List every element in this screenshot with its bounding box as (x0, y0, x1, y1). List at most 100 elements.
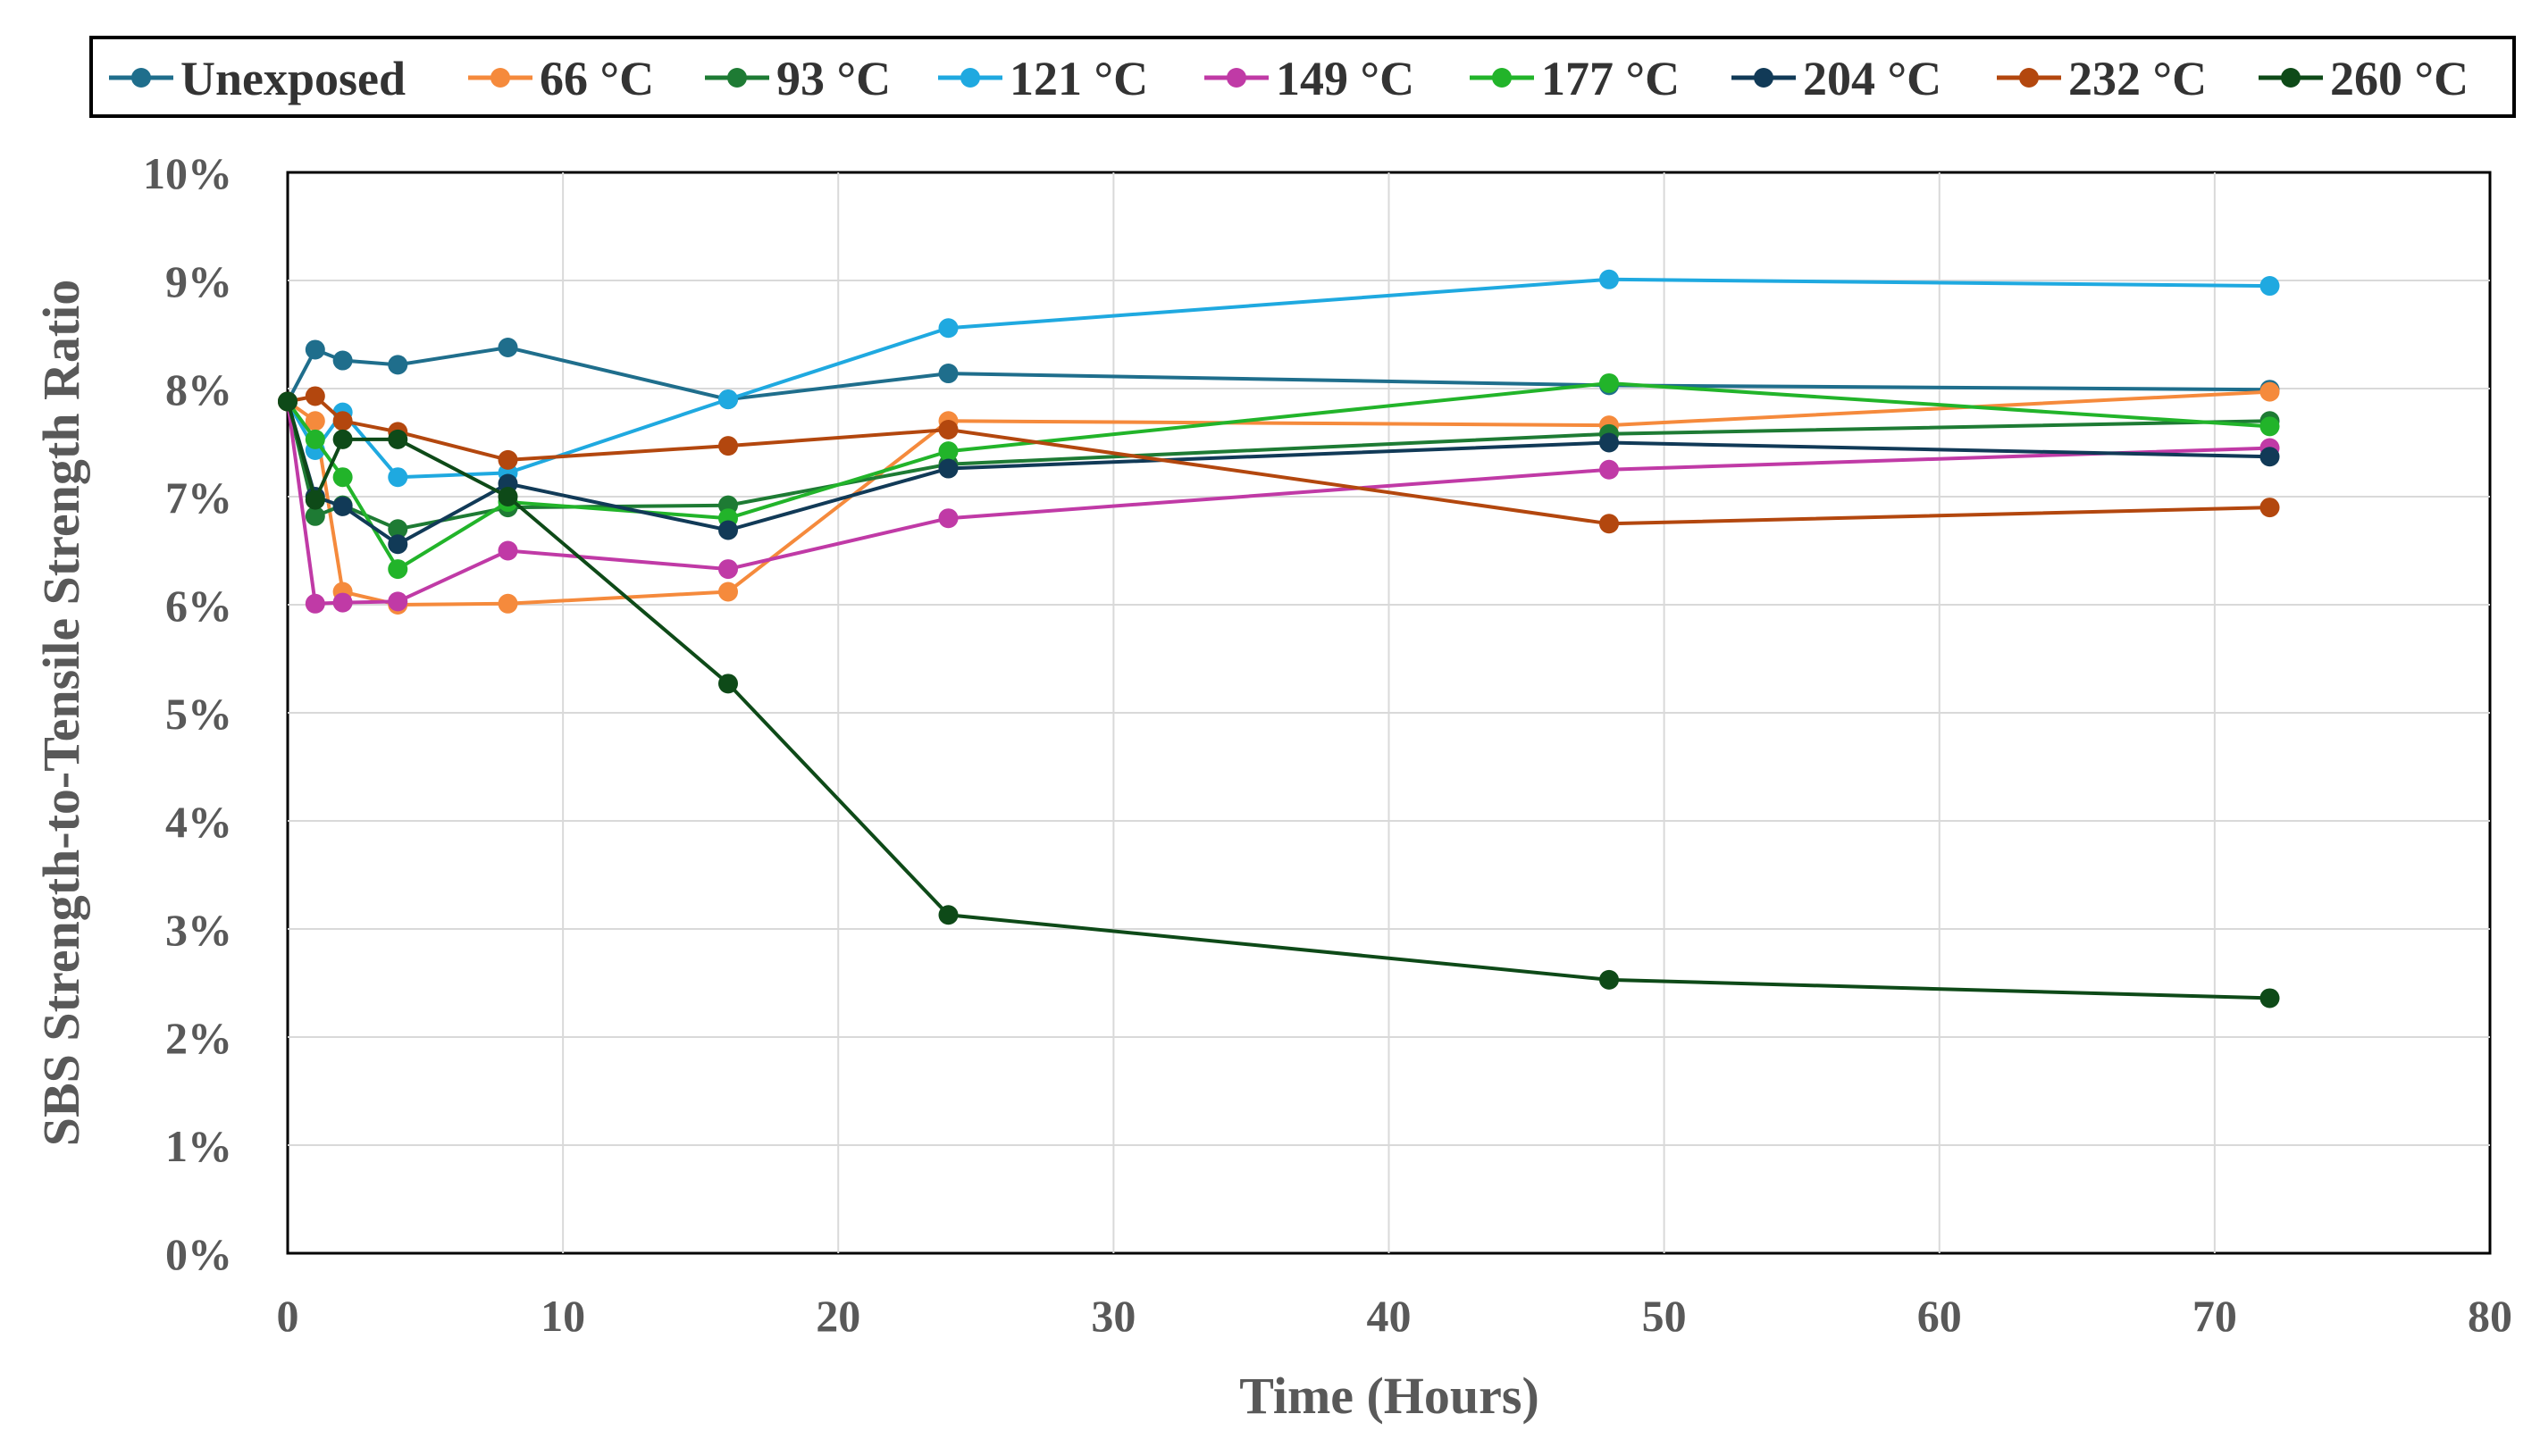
data-point (332, 429, 353, 449)
data-point (1599, 269, 1619, 289)
data-point (498, 593, 518, 614)
y-tick-label: 2% (165, 1013, 232, 1063)
data-point (2259, 988, 2280, 1008)
legend: Unexposed 66 °C 93 °C 121 °C 149 °C 177 °C 204… (89, 36, 2516, 118)
data-point (388, 467, 408, 488)
data-point (2259, 447, 2280, 467)
y-tick-label: 4% (165, 797, 232, 847)
legend-marker (131, 68, 151, 88)
x-axis-title: Time (Hours) (1239, 1367, 1539, 1425)
y-axis-title: SBS Strength-to-Tensile Strength Ratio (32, 280, 90, 1147)
legend-marker (1227, 68, 1246, 88)
y-tick-label: 5% (165, 689, 232, 739)
data-point (305, 506, 325, 526)
data-point (332, 467, 353, 488)
data-point (2259, 276, 2280, 297)
data-point (388, 559, 408, 580)
legend-label: 93 °C (776, 52, 891, 105)
y-tick-label: 10% (143, 148, 232, 198)
data-point (718, 389, 738, 410)
data-point (1599, 969, 1619, 990)
legend-label: 204 °C (1803, 52, 1941, 105)
data-point (388, 519, 408, 540)
data-point (332, 350, 353, 371)
series-8 (278, 391, 2280, 1008)
x-tick-label: 80 (2468, 1291, 2512, 1341)
y-tick-label: 6% (165, 581, 232, 631)
y-tick-label: 9% (165, 256, 232, 306)
x-tick-label: 40 (1367, 1291, 1412, 1341)
x-tick-label: 50 (1642, 1291, 1687, 1341)
data-point (332, 411, 353, 431)
legend-items: Unexposed 66 °C 93 °C 121 °C 149 °C 177 °C 204… (109, 52, 2469, 105)
data-point (1599, 372, 1619, 393)
x-tick-label: 30 (1091, 1291, 1136, 1341)
legend-marker (1754, 68, 1773, 88)
data-point (388, 355, 408, 375)
data-point (1599, 459, 1619, 480)
data-point (498, 540, 518, 561)
data-point (498, 338, 518, 358)
legend-item: 204 °C (1731, 52, 1941, 105)
legend-item: 177 °C (1470, 52, 1680, 105)
y-tick-label: 8% (165, 364, 232, 414)
data-point (938, 905, 959, 925)
legend-marker (490, 68, 510, 88)
data-point (2259, 416, 2280, 437)
data-point (498, 449, 518, 470)
data-point (388, 591, 408, 612)
y-tick-label: 0% (165, 1229, 232, 1279)
series-group (278, 269, 2280, 1008)
x-tick-labels: 0 10 20 30 40 50 60 70 80 (277, 1291, 2513, 1341)
data-point (718, 559, 738, 580)
data-point (938, 441, 959, 462)
x-tick-label: 70 (2192, 1291, 2237, 1341)
legend-marker (960, 68, 980, 88)
data-point (332, 592, 353, 613)
x-tick-label: 10 (541, 1291, 585, 1341)
legend-label: 232 °C (2068, 52, 2207, 105)
data-point (332, 496, 353, 516)
legend-item: 149 °C (1204, 52, 1414, 105)
legend-marker (1492, 68, 1512, 88)
data-point (718, 674, 738, 694)
x-tick-label: 0 (277, 1291, 299, 1341)
data-point (305, 490, 325, 510)
y-tick-label: 1% (165, 1121, 232, 1171)
data-point (305, 411, 325, 431)
data-point (2259, 381, 2280, 402)
x-tick-label: 60 (1917, 1291, 1962, 1341)
data-point (938, 458, 959, 479)
legend-marker (2019, 68, 2039, 88)
legend-marker (2281, 68, 2301, 88)
data-point (718, 520, 738, 540)
legend-label: 149 °C (1276, 52, 1414, 105)
legend-item: 66 °C (468, 52, 654, 105)
data-point (388, 534, 408, 555)
legend-label: 121 °C (1010, 52, 1148, 105)
legend-item: 121 °C (938, 52, 1148, 105)
data-point (278, 391, 298, 412)
data-point (388, 429, 408, 449)
y-tick-labels: 0% 1% 2% 3% 4% 5% 6% 7% 8% 9% 10% (143, 148, 232, 1279)
data-point (305, 386, 325, 406)
data-point (1599, 514, 1619, 534)
data-point (305, 593, 325, 614)
data-point (718, 582, 738, 602)
x-tick-label: 20 (816, 1291, 860, 1341)
data-point (1599, 432, 1619, 453)
y-tick-label: 7% (165, 473, 232, 523)
legend-item: 232 °C (1997, 52, 2207, 105)
data-point (305, 429, 325, 449)
data-point (718, 436, 738, 456)
legend-label: 177 °C (1541, 52, 1680, 105)
data-point (938, 508, 959, 529)
data-point (2259, 498, 2280, 518)
legend-item: Unexposed (109, 52, 406, 105)
data-point (305, 339, 325, 360)
data-point (498, 487, 518, 506)
legend-label: Unexposed (180, 52, 406, 105)
legend-item: 260 °C (2259, 52, 2469, 105)
